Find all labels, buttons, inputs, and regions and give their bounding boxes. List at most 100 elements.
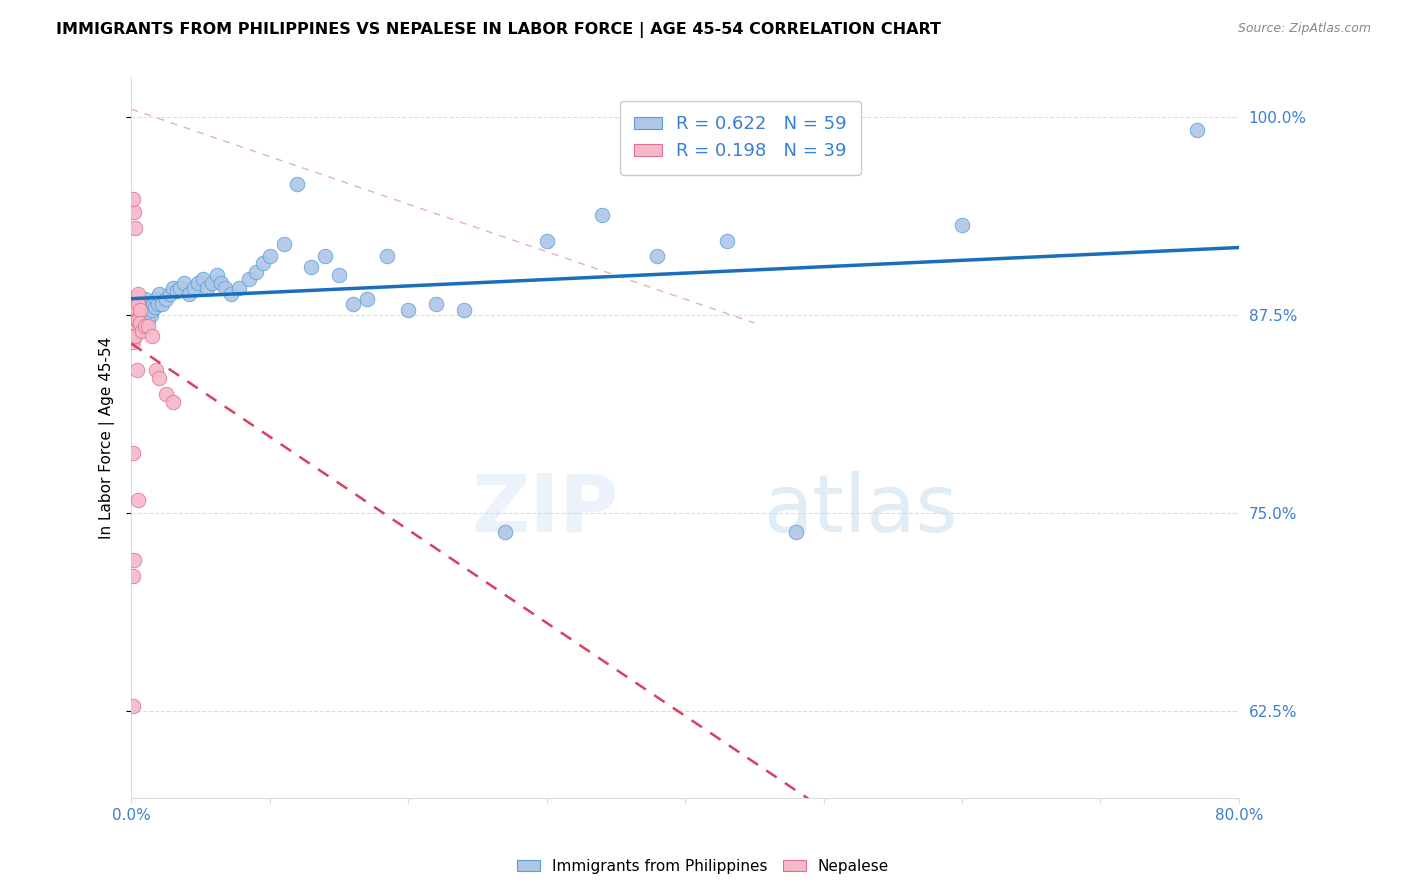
Point	[193, 271, 215, 285]
Point	[205, 268, 228, 283]
Point	[122, 316, 145, 330]
Point	[179, 287, 201, 301]
Point	[377, 249, 399, 263]
Point	[124, 220, 146, 235]
Point	[129, 303, 152, 318]
Point	[197, 281, 219, 295]
Point	[122, 205, 145, 219]
Point	[128, 312, 150, 326]
Point	[136, 312, 159, 326]
Point	[125, 363, 148, 377]
Point	[134, 319, 156, 334]
Point	[125, 300, 148, 314]
Point	[453, 303, 475, 318]
Point	[238, 271, 260, 285]
Point	[121, 569, 143, 583]
Point	[127, 312, 149, 326]
Point	[122, 553, 145, 567]
Point	[209, 277, 232, 291]
Point	[141, 328, 163, 343]
Text: atlas: atlas	[762, 471, 957, 549]
Point	[124, 300, 146, 314]
Point	[121, 303, 143, 318]
Point	[121, 446, 143, 460]
Point	[252, 256, 274, 270]
Point	[273, 236, 295, 251]
Point	[591, 208, 613, 222]
Point	[950, 218, 973, 232]
Point	[134, 292, 156, 306]
Point	[162, 395, 184, 409]
Point	[141, 303, 163, 318]
Point	[142, 297, 165, 311]
Point	[166, 285, 188, 299]
Point	[299, 260, 322, 275]
Point	[128, 303, 150, 318]
Point	[136, 319, 159, 334]
Point	[143, 300, 166, 314]
Point	[169, 281, 191, 295]
Point	[121, 334, 143, 349]
Point	[328, 268, 350, 283]
Point	[131, 300, 153, 314]
Point	[125, 312, 148, 326]
Point	[183, 281, 205, 295]
Point	[425, 297, 447, 311]
Point	[121, 699, 143, 714]
Point	[259, 249, 281, 263]
Point	[1187, 122, 1209, 136]
Point	[245, 265, 267, 279]
Point	[145, 363, 167, 377]
Point	[127, 287, 149, 301]
Point	[145, 292, 167, 306]
Point	[127, 297, 149, 311]
Point	[125, 292, 148, 306]
Point	[228, 281, 250, 295]
Point	[128, 316, 150, 330]
Point	[127, 493, 149, 508]
Point	[494, 524, 516, 539]
Text: Source: ZipAtlas.com: Source: ZipAtlas.com	[1237, 22, 1371, 36]
Point	[124, 303, 146, 318]
Point	[162, 281, 184, 295]
Legend: Immigrants from Philippines, Nepalese: Immigrants from Philippines, Nepalese	[510, 853, 896, 880]
Point	[121, 297, 143, 311]
Point	[148, 287, 170, 301]
Point	[139, 308, 162, 322]
Point	[131, 324, 153, 338]
Point	[125, 303, 148, 318]
Point	[150, 297, 173, 311]
Point	[173, 277, 195, 291]
Point	[138, 300, 160, 314]
Point	[342, 297, 364, 311]
Text: ZIP: ZIP	[471, 471, 619, 549]
Point	[121, 319, 143, 334]
Point	[121, 311, 143, 326]
Point	[159, 287, 181, 301]
Point	[122, 292, 145, 306]
Point	[155, 387, 177, 401]
Point	[124, 308, 146, 322]
Point	[716, 234, 738, 248]
Point	[356, 292, 378, 306]
Point	[155, 292, 177, 306]
Point	[121, 193, 143, 207]
Point	[124, 316, 146, 330]
Point	[135, 303, 157, 318]
Point	[148, 371, 170, 385]
Point	[124, 328, 146, 343]
Point	[127, 308, 149, 322]
Point	[214, 281, 236, 295]
Point	[132, 295, 155, 310]
Y-axis label: In Labor Force | Age 45-54: In Labor Force | Age 45-54	[100, 336, 115, 539]
Legend: R = 0.622   N = 59, R = 0.198   N = 39: R = 0.622 N = 59, R = 0.198 N = 39	[620, 101, 860, 175]
Point	[219, 287, 242, 301]
Point	[122, 308, 145, 322]
Point	[647, 249, 669, 263]
Point	[287, 177, 309, 191]
Point	[122, 328, 145, 343]
Point	[201, 277, 224, 291]
Point	[314, 249, 336, 263]
Point	[785, 524, 807, 539]
Point	[122, 300, 145, 314]
